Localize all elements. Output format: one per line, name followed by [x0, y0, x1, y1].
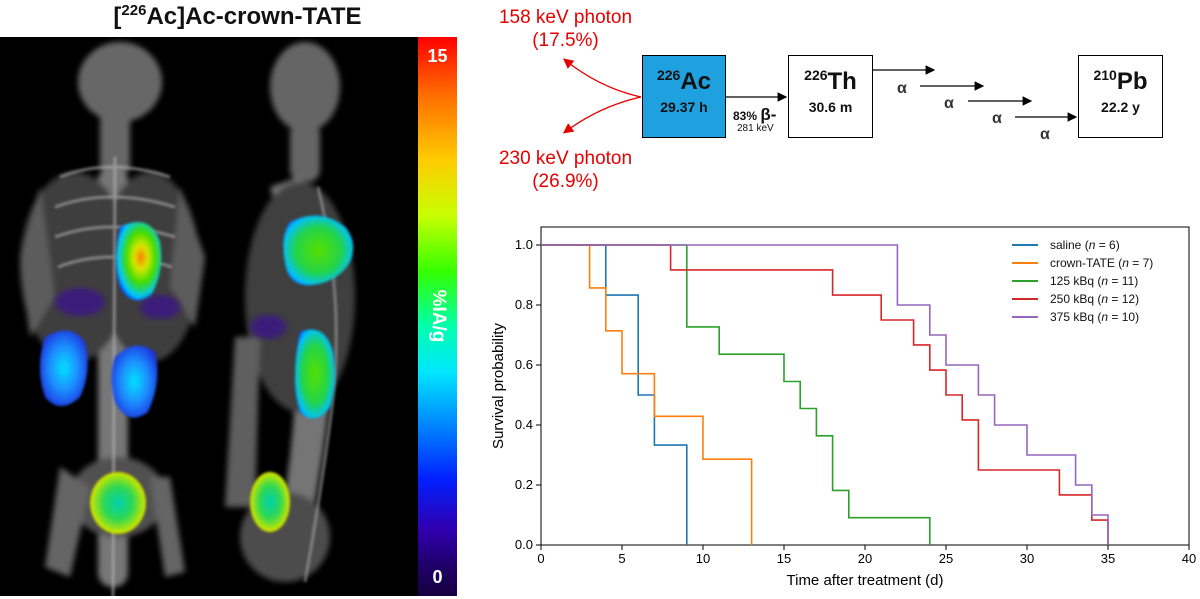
x-tick-label: 20 [858, 551, 872, 566]
legend-entry: 125 kBq (n = 11) [1012, 272, 1153, 290]
legend-entry: 250 kBq (n = 12) [1012, 290, 1153, 308]
legend-label: saline (n = 6) [1050, 238, 1120, 252]
legend-label: 125 kBq (n = 11) [1050, 274, 1139, 288]
legend-entry: saline (n = 6) [1012, 236, 1153, 254]
x-tick-label: 5 [618, 551, 625, 566]
pet-ct-image [0, 37, 418, 596]
mouse-2-liver [283, 215, 354, 286]
colorbar-min-label: 0 [432, 567, 443, 587]
legend-swatch [1012, 280, 1038, 282]
series-line-375-kbq [541, 244, 1109, 545]
beta-energy-label: 281 keV [737, 123, 774, 134]
mouse-2-gut [250, 315, 286, 339]
series-line-saline [541, 244, 688, 545]
alpha-label-4: α [1040, 126, 1050, 143]
photon-230-arrow [562, 96, 642, 134]
x-tick-label: 0 [537, 551, 544, 566]
mouse-2-bladder [250, 472, 290, 532]
mouse-1-left-kidney [40, 330, 88, 406]
legend-label: crown-TATE (n = 7) [1050, 256, 1154, 270]
series-line-crown-tate [541, 244, 753, 545]
alpha-label-3: α [992, 110, 1002, 127]
legend-swatch [1012, 244, 1038, 246]
mouse-2-kidney [295, 329, 335, 419]
decay-arrows [562, 58, 1078, 134]
legend-entry: crown-TATE (n = 7) [1012, 254, 1153, 272]
x-tick-label: 40 [1182, 551, 1196, 566]
mouse-1-gut [55, 288, 105, 316]
y-tick-label: 0.6 [515, 357, 533, 372]
x-tick-label: 10 [696, 551, 710, 566]
alpha-label-2: α [944, 95, 954, 112]
y-tick-label: 1.0 [515, 237, 533, 252]
photon-230-label: 230 keV photon (26.9%) [498, 148, 633, 192]
photon-158-arrow [562, 58, 642, 98]
alpha-label-1: α [897, 80, 907, 97]
mouse-1-gut [140, 295, 180, 319]
x-tick-label: 35 [1101, 551, 1115, 566]
colorbar [418, 37, 457, 596]
x-tick-label: 25 [939, 551, 953, 566]
imaging-title: [226Ac]Ac-crown-TATE [113, 2, 362, 30]
legend-swatch [1012, 262, 1038, 264]
nuclide-box-ac226: 226Ac 29.37 h [642, 55, 726, 138]
y-tick-label: 0.2 [515, 477, 533, 492]
mouse-1-liver [116, 222, 162, 301]
mouse-1-bladder [90, 472, 146, 534]
x-axis-label: Time after treatment (d) [787, 572, 944, 589]
legend-entry: 375 kBq (n = 10) [1012, 308, 1153, 326]
colorbar-max-label: 15 [427, 46, 448, 66]
y-axis-label: Survival probability [490, 323, 507, 449]
photon-158-label: 158 keV photon (17.5%) [498, 7, 633, 51]
y-tick-label: 0.4 [515, 417, 533, 432]
legend-label: 250 kBq (n = 12) [1050, 292, 1140, 306]
series-line-125-kbq [541, 244, 931, 545]
x-tick-label: 30 [1020, 551, 1034, 566]
chart-legend: saline (n = 6) crown-TATE (n = 7) 125 kBq … [1012, 236, 1153, 326]
series-line-250-kbq [541, 244, 1109, 545]
y-tick-label: 0.8 [515, 297, 533, 312]
nuclide-box-pb210: 210Pb 22.2 y [1078, 55, 1163, 138]
legend-swatch [1012, 316, 1038, 318]
mouse-1-right-kidney [111, 345, 158, 418]
x-tick-label: 15 [777, 551, 791, 566]
beta-branch-label: 83% β- [733, 105, 777, 124]
legend-swatch [1012, 298, 1038, 300]
nuclide-box-th226: 226Th 30.6 m [788, 55, 873, 138]
y-tick-label: 0.0 [515, 537, 533, 552]
legend-label: 375 kBq (n = 10) [1050, 310, 1140, 324]
